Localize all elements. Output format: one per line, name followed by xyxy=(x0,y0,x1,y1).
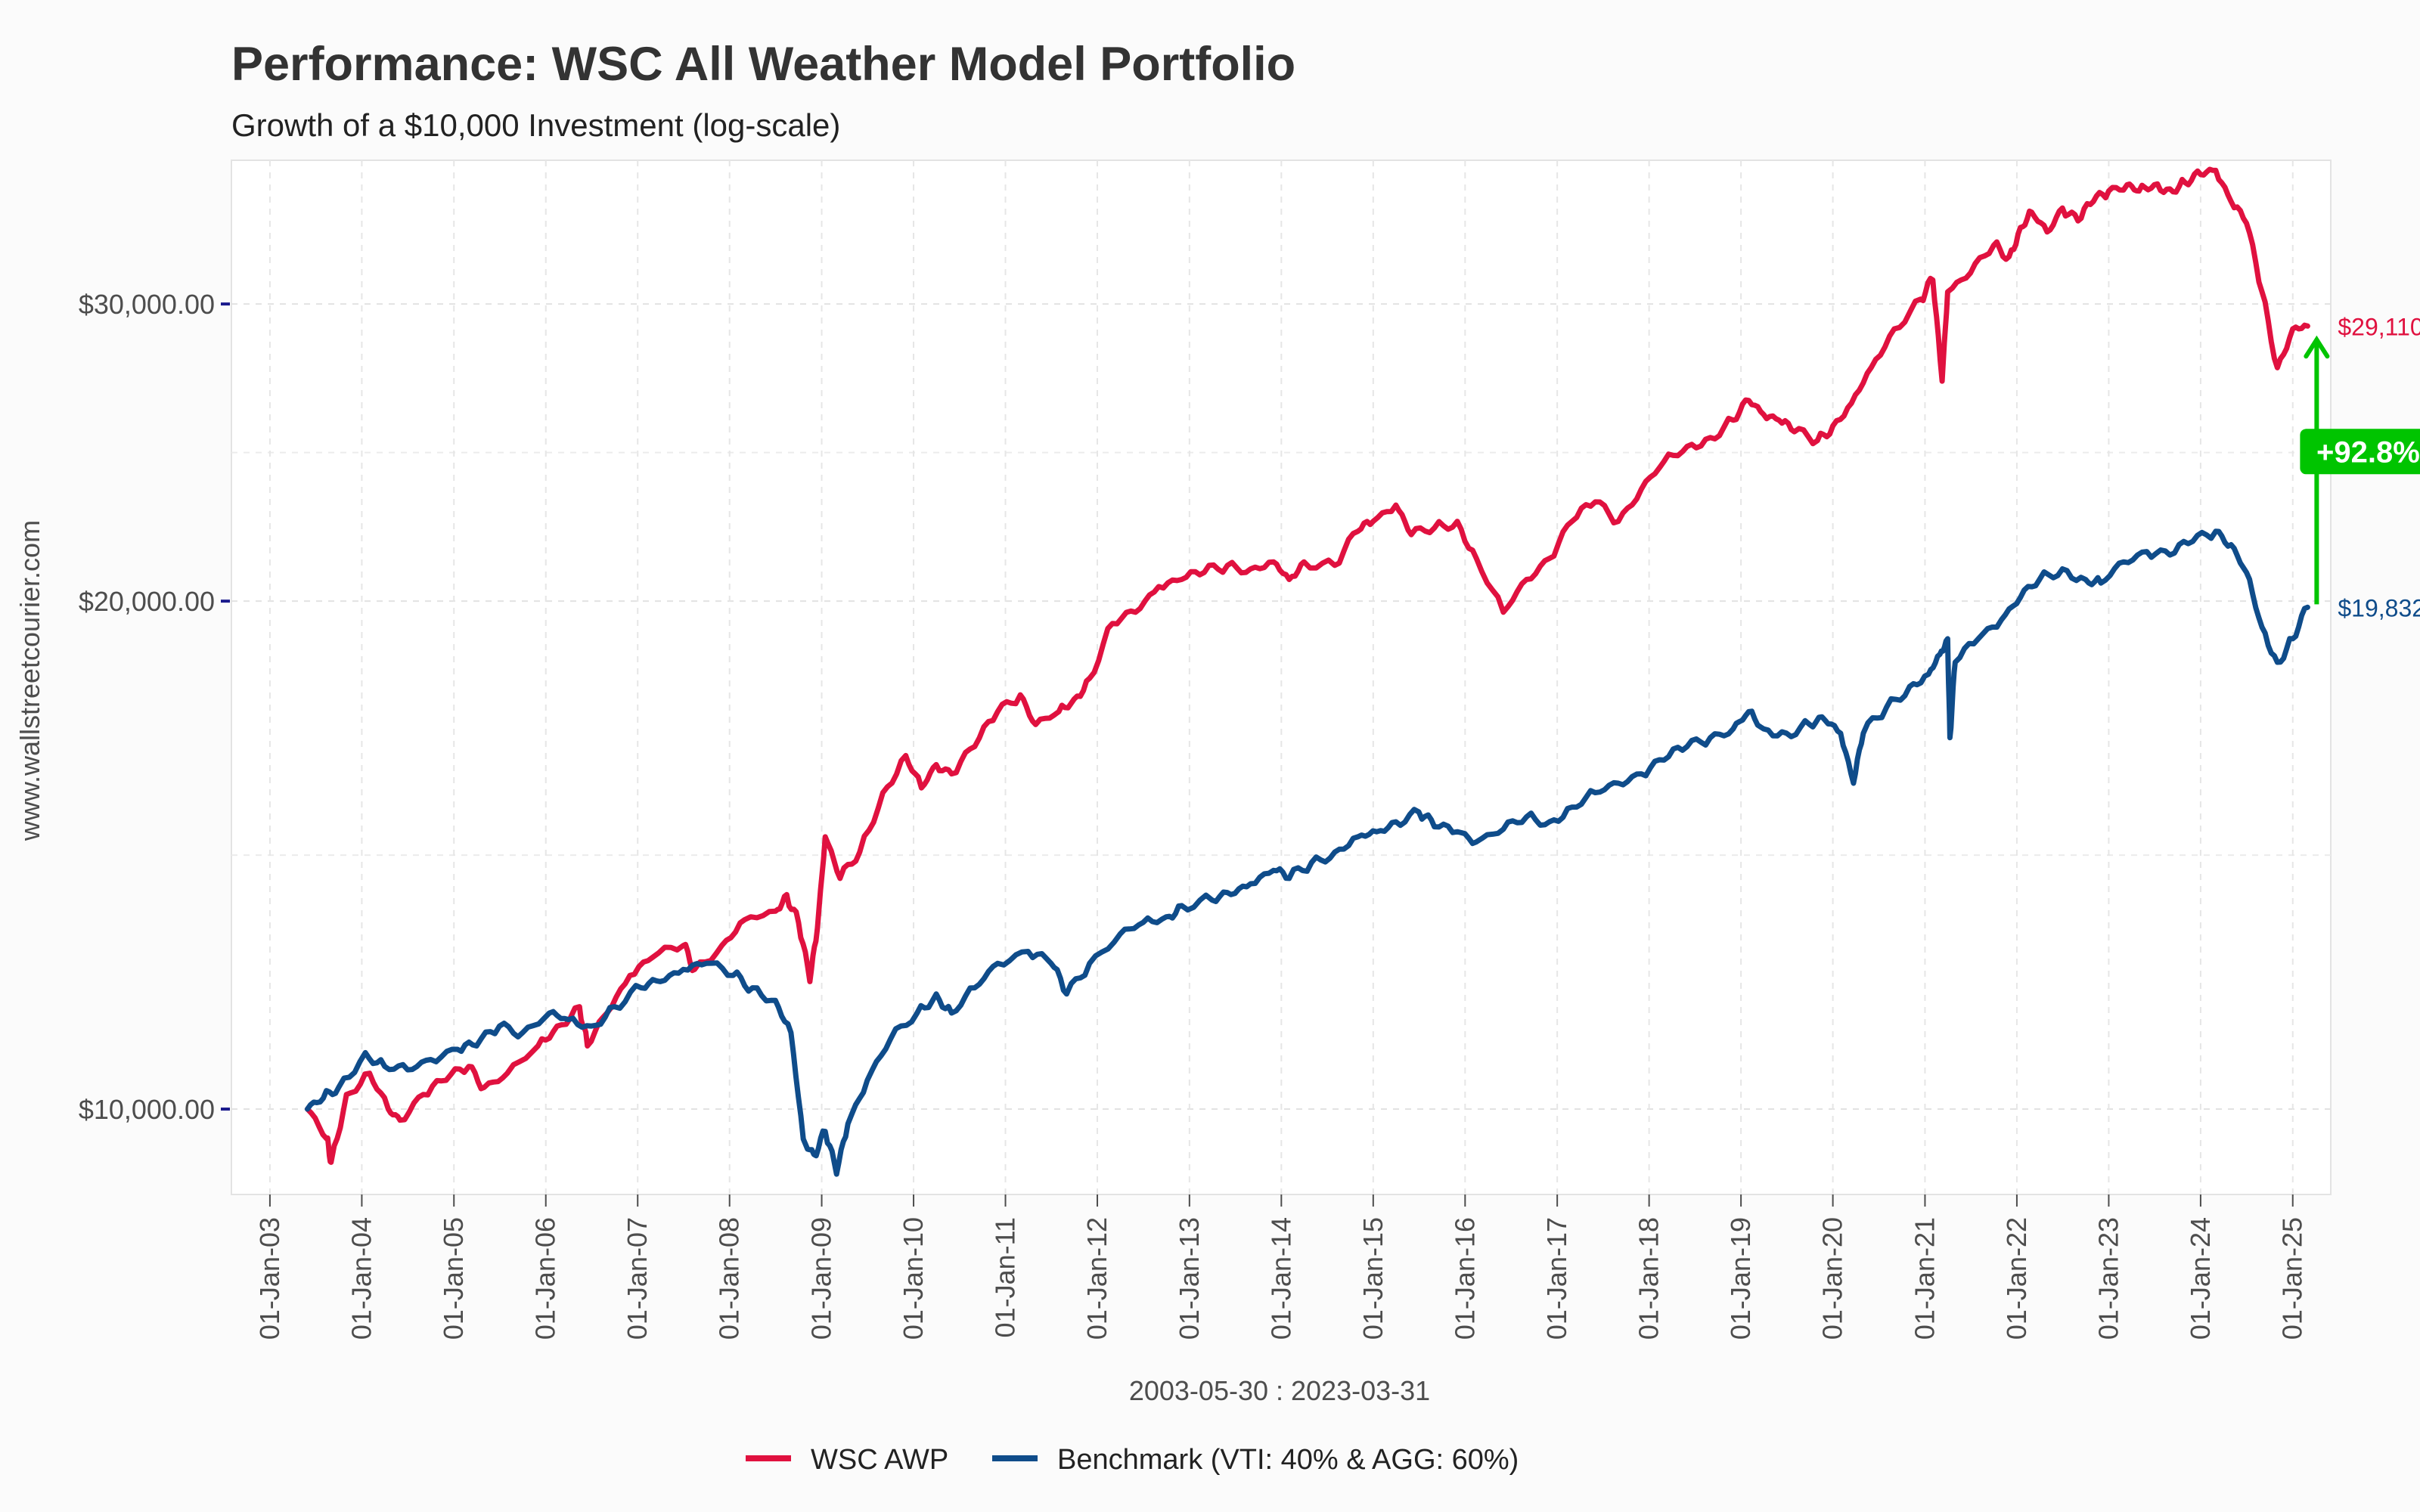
x-tick-label: 01-Jan-18 xyxy=(1634,1217,1665,1340)
annotation-arrow-head xyxy=(2304,335,2330,359)
y-tick-label: $30,000.00 xyxy=(79,289,215,320)
annotation-badge xyxy=(2300,429,2420,475)
chart-subtitle: Growth of a $10,000 Investment (log-scal… xyxy=(231,107,840,143)
x-tick-label: 01-Jan-07 xyxy=(622,1217,653,1340)
end-value-label-0: $29,110.1 xyxy=(2338,313,2420,340)
x-axis-label: 2003-05-30 : 2023-03-31 xyxy=(1129,1375,1430,1406)
x-tick-label: 01-Jan-25 xyxy=(2277,1217,2308,1340)
x-tick-label: 01-Jan-17 xyxy=(1541,1217,1572,1340)
legend-label-benchmark: Benchmark (VTI: 40% & AGG: 60%) xyxy=(1057,1444,1519,1476)
y-axis-label: www.wallstreetcourier.com xyxy=(14,520,45,841)
x-tick-label: 01-Jan-04 xyxy=(346,1217,377,1340)
x-tick-label: 01-Jan-19 xyxy=(1725,1217,1756,1340)
series-line-1 xyxy=(305,528,2310,1177)
x-tick-label: 01-Jan-09 xyxy=(806,1217,837,1340)
legend: WSC AWP Benchmark (VTI: 40% & AGG: 60%) xyxy=(746,1444,1519,1476)
x-tick-label: 01-Jan-16 xyxy=(1449,1217,1480,1340)
x-tick-label: 01-Jan-22 xyxy=(2001,1217,2032,1340)
y-axis: $10,000.00 $20,000.00 $30,000.00 xyxy=(79,289,230,1125)
x-tick-label: 01-Jan-23 xyxy=(2093,1217,2124,1340)
x-axis: 01-Jan-03 01-Jan-04 01-Jan-05 01-Jan-06 01-J… xyxy=(254,1194,2308,1340)
x-tick-label: 01-Jan-13 xyxy=(1174,1217,1205,1340)
x-tick-label: 01-Jan-11 xyxy=(990,1217,1021,1337)
x-tick-label: 01-Jan-21 xyxy=(1909,1217,1940,1340)
x-tick-label: 01-Jan-03 xyxy=(254,1217,285,1340)
y-tick-label: $10,000.00 xyxy=(79,1094,215,1125)
x-tick-label: 01-Jan-12 xyxy=(1081,1217,1112,1340)
x-tick-label: 01-Jan-15 xyxy=(1357,1217,1388,1340)
x-tick-label: 01-Jan-14 xyxy=(1265,1217,1296,1340)
end-value-label-1: $19,832.4 xyxy=(2338,594,2420,621)
chart-title: Performance: WSC All Weather Model Portf… xyxy=(231,38,1295,91)
x-tick-label: 01-Jan-05 xyxy=(438,1217,469,1340)
legend-label-wsc-awp: WSC AWP xyxy=(811,1444,948,1476)
annotation-layer: +92.8% xyxy=(2300,335,2420,605)
annotation-label: +92.8% xyxy=(2316,435,2420,469)
grid xyxy=(231,160,2331,1194)
x-tick-label: 01-Jan-08 xyxy=(714,1217,745,1340)
x-tick-label: 01-Jan-10 xyxy=(898,1217,929,1340)
x-tick-label: 01-Jan-20 xyxy=(1817,1217,1848,1340)
series-layer: $29,110.1 $19,832.4 xyxy=(305,166,2420,1177)
x-tick-label: 01-Jan-06 xyxy=(530,1217,561,1340)
series-line-0 xyxy=(305,166,2310,1165)
x-tick-label: 01-Jan-24 xyxy=(2185,1217,2216,1340)
y-tick-label: $20,000.00 xyxy=(79,586,215,617)
